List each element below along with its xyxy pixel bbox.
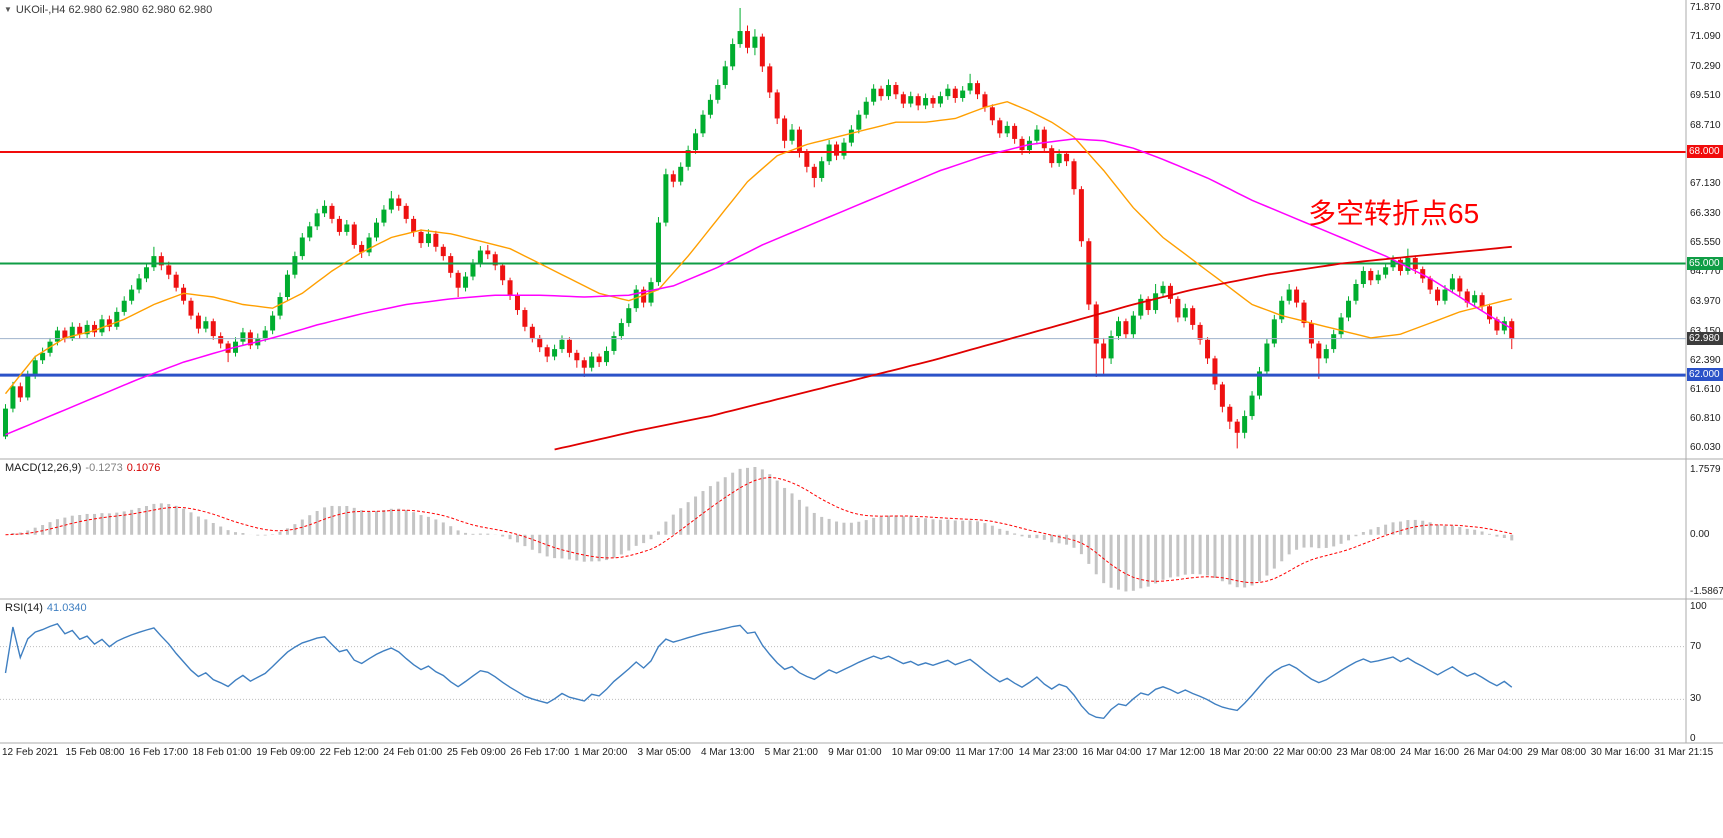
macd-histogram — [11, 467, 1514, 592]
time-tick: 12 Feb 2021 — [2, 747, 59, 758]
macd-signal-line — [5, 476, 1512, 584]
time-tick: 22 Mar 00:00 — [1273, 747, 1332, 758]
time-tick: 14 Mar 23:00 — [1018, 747, 1078, 758]
time-tick: 1 Mar 20:00 — [573, 747, 628, 758]
time-tick: 5 Mar 21:00 — [764, 747, 818, 758]
rsi-value: 41.0340 — [46, 602, 87, 614]
time-tick: 26 Feb 17:00 — [510, 747, 570, 758]
chart-canvas[interactable] — [0, 0, 1723, 766]
time-tick: 11 Mar 17:00 — [955, 747, 1014, 758]
macd-indicator-label: MACD(12,26,9) -0.1273 0.1076 — [5, 462, 160, 474]
macd-main-value: -0.1273 — [85, 462, 123, 474]
time-tick: 24 Feb 01:00 — [383, 747, 443, 758]
time-tick: 16 Feb 17:00 — [129, 747, 189, 758]
time-axis[interactable]: 12 Feb 2021 15 Feb 08:00 16 Feb 17:00 18 Fe… — [0, 743, 1723, 766]
horizontal-level-lines — [0, 150, 1686, 377]
macd-signal-value: 0.1076 — [126, 462, 161, 474]
time-tick: 15 Feb 08:00 — [65, 747, 125, 758]
candles-layer — [3, 7, 1515, 449]
rsi-line — [4, 622, 1513, 720]
rsi-indicator-label: RSI(14) 41.0340 — [5, 602, 87, 614]
time-tick: 18 Feb 01:00 — [192, 747, 252, 758]
macd-name: MACD(12,26,9) — [5, 462, 82, 474]
time-tick: 18 Mar 20:00 — [1209, 747, 1269, 758]
ma-mid-line — [5, 138, 1513, 436]
time-tick: 10 Mar 09:00 — [891, 747, 951, 758]
time-tick: 24 Mar 16:00 — [1400, 747, 1460, 758]
time-tick: 4 Mar 13:00 — [701, 747, 755, 758]
time-tick: 22 Feb 12:00 — [319, 747, 379, 758]
time-tick: 31 Mar 21:15 — [1654, 747, 1714, 758]
time-tick: 30 Mar 16:00 — [1590, 747, 1650, 758]
symbol-label: ▼ UKOil-,H4 62.980 62.980 62.980 62.980 — [4, 4, 212, 16]
time-tick: 16 Mar 04:00 — [1082, 747, 1142, 758]
pane-separators — [0, 0, 1723, 744]
rsi-name: RSI(14) — [5, 602, 43, 614]
price-level-annotation: 多空转折点65 — [1308, 198, 1480, 229]
time-tick: 17 Mar 12:00 — [1145, 747, 1205, 758]
time-tick: 19 Feb 09:00 — [256, 747, 316, 758]
time-tick: 23 Mar 08:00 — [1336, 747, 1396, 758]
time-tick: 3 Mar 05:00 — [637, 747, 691, 758]
time-tick: 26 Mar 04:00 — [1463, 747, 1523, 758]
ma-fast-line — [4, 100, 1512, 395]
time-tick: 29 Mar 08:00 — [1527, 747, 1587, 758]
time-tick: 9 Mar 01:00 — [828, 747, 882, 758]
symbol-ohlc-text: UKOil-,H4 62.980 62.980 62.980 62.980 — [15, 4, 213, 16]
time-tick: 25 Feb 09:00 — [446, 747, 506, 758]
ma-slow-line — [554, 245, 1512, 451]
chart-marker-icon: ▼ — [4, 5, 12, 14]
